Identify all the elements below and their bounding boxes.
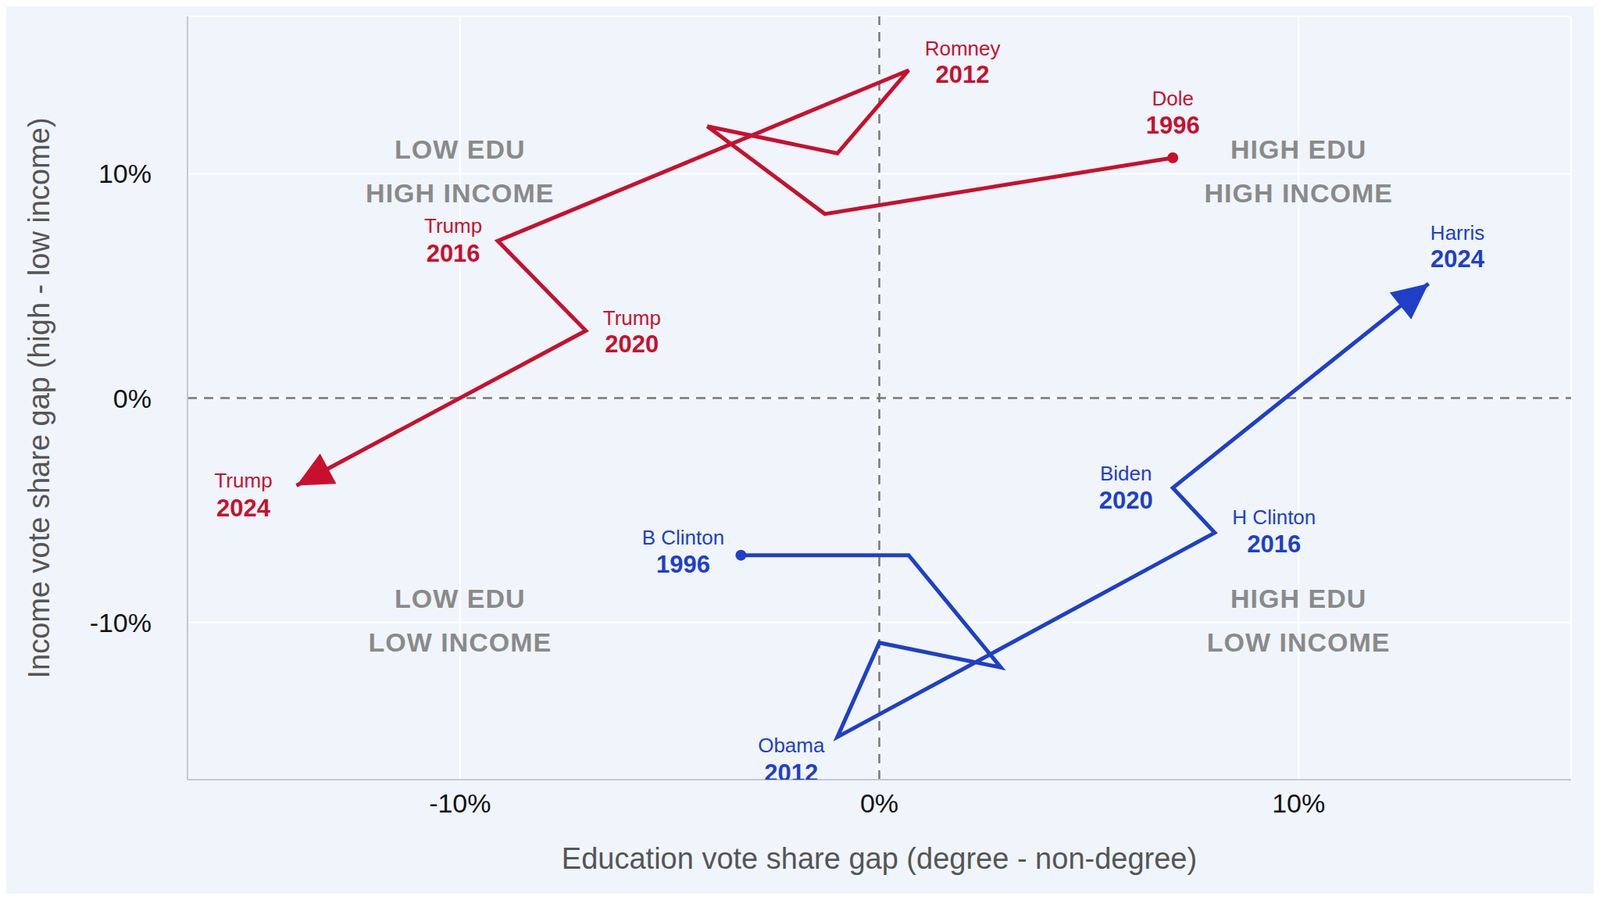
svg-text:10%: 10% [1271,788,1325,818]
svg-text:Trump: Trump [603,306,661,330]
svg-text:Harris: Harris [1430,221,1485,245]
svg-text:2024: 2024 [1430,245,1486,273]
svg-text:Obama: Obama [757,733,825,758]
svg-text:LOW EDU: LOW EDU [394,583,526,614]
svg-text:2016: 2016 [426,239,481,268]
svg-text:2012: 2012 [935,60,990,89]
svg-text:Romney: Romney [925,36,1001,61]
svg-text:2020: 2020 [604,330,659,358]
svg-text:2016: 2016 [1246,530,1301,558]
svg-text:H Clinton: H Clinton [1232,505,1316,529]
svg-text:LOW INCOME: LOW INCOME [1207,627,1391,658]
svg-text:2020: 2020 [1099,486,1154,515]
svg-text:HIGH INCOME: HIGH INCOME [365,178,554,208]
svg-text:LOW INCOME: LOW INCOME [367,627,552,658]
svg-text:B Clinton: B Clinton [642,525,725,550]
svg-text:1996: 1996 [1146,111,1200,140]
svg-text:0%: 0% [860,788,899,818]
svg-text:Biden: Biden [1100,461,1153,486]
svg-text:10%: 10% [98,158,152,189]
svg-text:HIGH EDU: HIGH EDU [1230,583,1367,614]
svg-text:HIGH EDU: HIGH EDU [1230,134,1367,165]
svg-text:Trump: Trump [214,468,272,493]
svg-text:Dole: Dole [1151,86,1193,111]
svg-text:Trump: Trump [424,214,483,238]
svg-text:-10%: -10% [89,607,152,638]
svg-text:Education vote share gap (degr: Education vote share gap (degree - non-d… [561,842,1197,875]
svg-text:HIGH INCOME: HIGH INCOME [1203,178,1393,208]
svg-text:LOW EDU: LOW EDU [394,134,526,165]
svg-text:-10%: -10% [428,788,491,818]
svg-text:1996: 1996 [656,550,711,579]
svg-text:2012: 2012 [764,759,818,780]
svg-text:0%: 0% [113,383,152,414]
svg-text:Income vote share gap (high -: Income vote share gap (high - low income… [22,117,56,679]
svg-text:2024: 2024 [216,494,272,522]
